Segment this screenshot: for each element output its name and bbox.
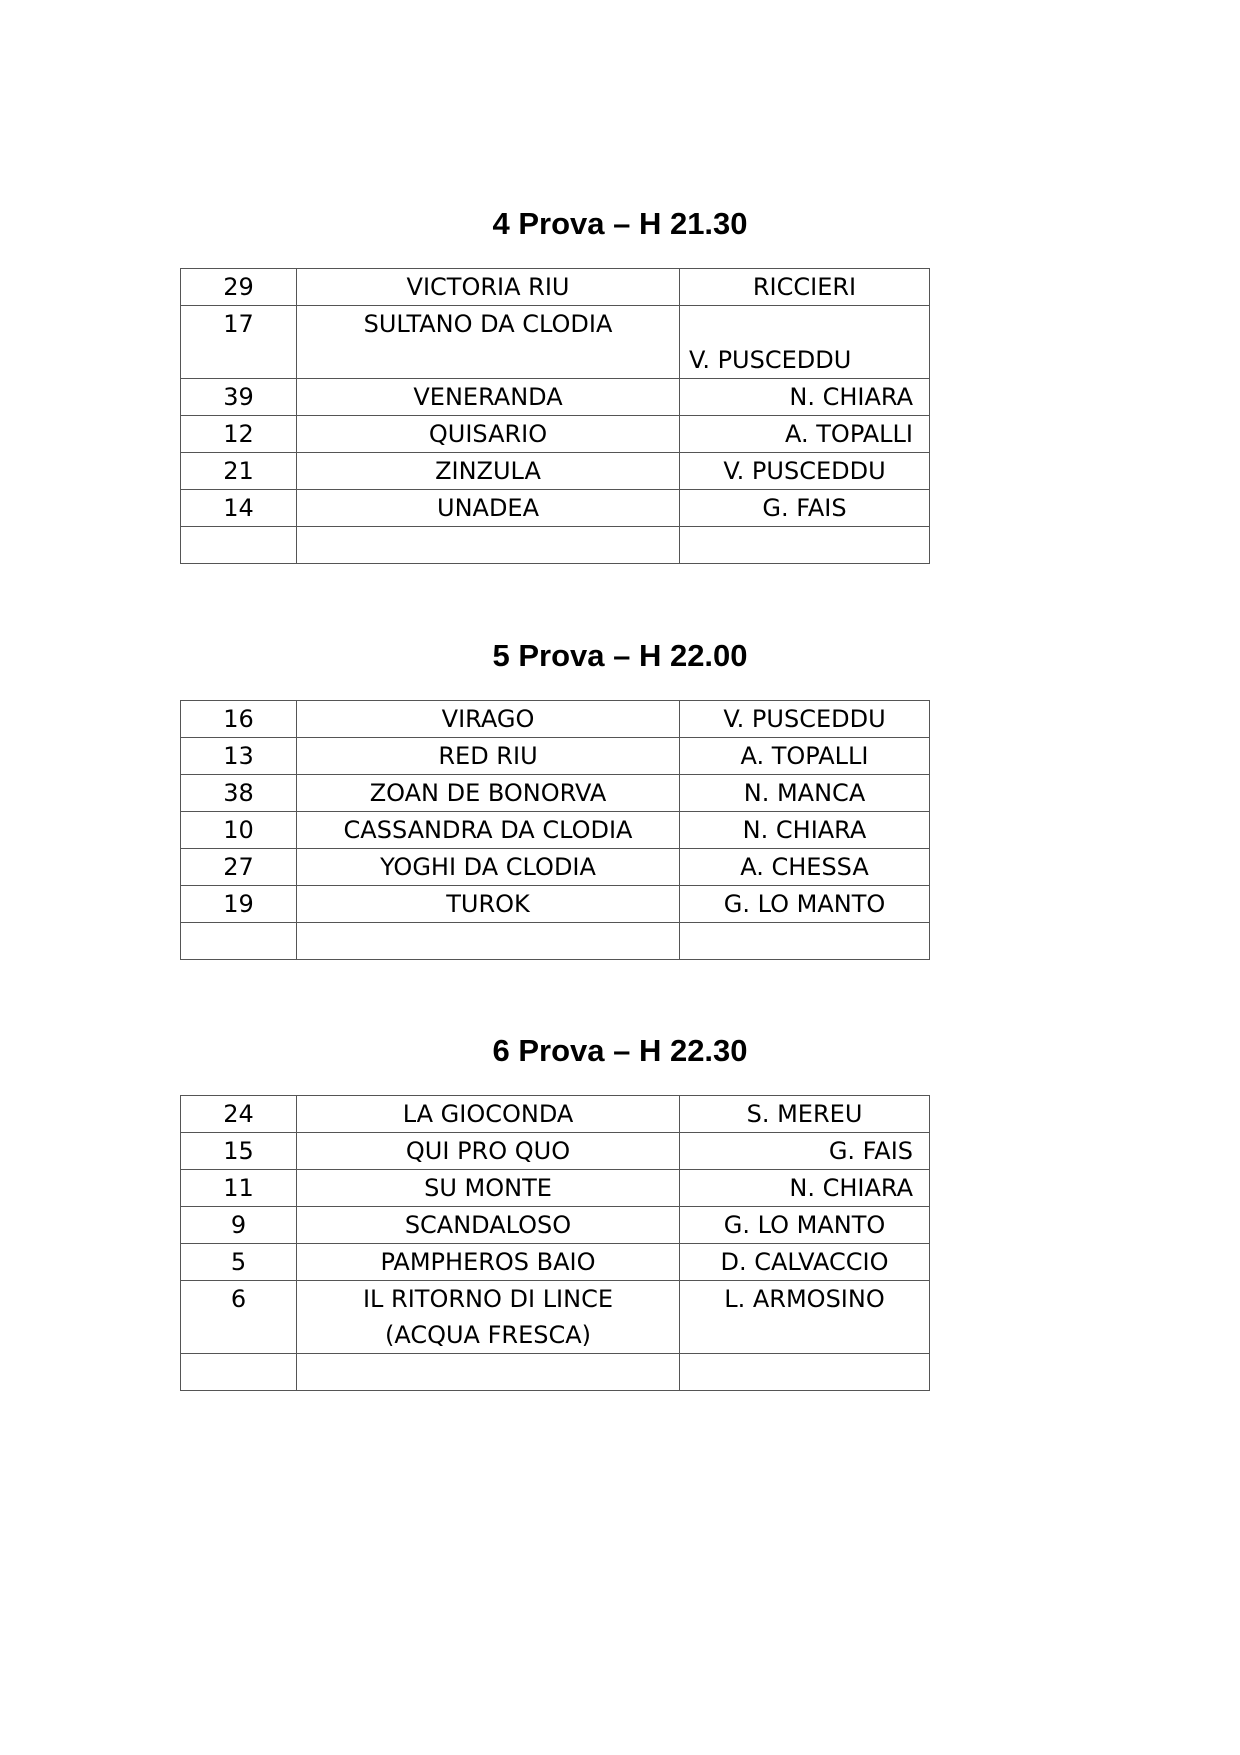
table-row: 13 RED RIU A. TOPALLI [180, 737, 930, 775]
horse-number-cell: 9 [180, 1206, 297, 1244]
driver-name-cell: A. TOPALLI [679, 737, 930, 775]
table-row: 17 SULTANO DA CLODIA V. PUSCEDDU [180, 305, 930, 379]
horse-name-cell: TUROK [296, 885, 680, 923]
table-row: 29 VICTORIA RIU RICCIERI [180, 268, 930, 306]
driver-name-cell: N. CHIARA [679, 1169, 930, 1207]
horse-number-cell [180, 1353, 297, 1391]
driver-name-cell: V. PUSCEDDU [679, 700, 930, 738]
driver-name-cell: N. MANCA [679, 774, 930, 812]
section-title: 5 Prova – H 22.00 [492, 638, 748, 673]
table-row: 6 IL RITORNO DI LINCE (ACQUA FRESCA) L. AR… [180, 1280, 930, 1354]
horse-name-cell: RED RIU [296, 737, 680, 775]
horse-number-cell: 16 [180, 700, 297, 738]
horse-number-cell: 24 [180, 1095, 297, 1133]
table-row: 9 SCANDALOSO G. LO MANTO [180, 1206, 930, 1244]
driver-name-cell [679, 922, 930, 960]
driver-name-cell: D. CALVACCIO [679, 1243, 930, 1281]
table-row: 10 CASSANDRA DA CLODIA N. CHIARA [180, 811, 930, 849]
driver-name-cell: N. CHIARA [679, 378, 930, 416]
horse-name-cell [296, 1353, 680, 1391]
horse-name-cell: QUI PRO QUO [296, 1132, 680, 1170]
horse-name-cell: CASSANDRA DA CLODIA [296, 811, 680, 849]
table-row: 15 QUI PRO QUO G. FAIS [180, 1132, 930, 1170]
horse-number-cell: 21 [180, 452, 297, 490]
table-row: 21 ZINZULA V. PUSCEDDU [180, 452, 930, 490]
table-row: 38 ZOAN DE BONORVA N. MANCA [180, 774, 930, 812]
horse-name-cell [296, 922, 680, 960]
horse-name-cell: ZOAN DE BONORVA [296, 774, 680, 812]
table-row: 27 YOGHI DA CLODIA A. CHESSA [180, 848, 930, 886]
horse-name-cell: PAMPHEROS BAIO [296, 1243, 680, 1281]
horse-number-cell: 10 [180, 811, 297, 849]
horse-number-cell: 17 [180, 305, 297, 379]
horse-number-cell: 12 [180, 415, 297, 453]
driver-name-cell: G. FAIS [679, 489, 930, 527]
race-table: 29 VICTORIA RIU RICCIERI 17 SULTANO DA CLODI… [180, 268, 930, 564]
horse-name-cell: QUISARIO [296, 415, 680, 453]
driver-name-cell: V. PUSCEDDU [679, 305, 930, 379]
driver-name-cell [679, 526, 930, 564]
horse-number-cell: 13 [180, 737, 297, 775]
horse-number-cell [180, 526, 297, 564]
horse-name-cell: ZINZULA [296, 452, 680, 490]
horse-name-cell: YOGHI DA CLODIA [296, 848, 680, 886]
driver-name-cell: V. PUSCEDDU [679, 452, 930, 490]
horse-number-cell [180, 922, 297, 960]
table-row: 24 LA GIOCONDA S. MEREU [180, 1095, 930, 1133]
driver-name-cell: N. CHIARA [679, 811, 930, 849]
horse-number-cell: 11 [180, 1169, 297, 1207]
section-title: 6 Prova – H 22.30 [492, 1033, 748, 1068]
driver-name-cell: A. TOPALLI [679, 415, 930, 453]
table-row [180, 1353, 930, 1391]
horse-name-cell: IL RITORNO DI LINCE (ACQUA FRESCA) [296, 1280, 680, 1354]
driver-name-cell: G. LO MANTO [679, 1206, 930, 1244]
race-table: 24 LA GIOCONDA S. MEREU 15 QUI PRO QUO G. FAI… [180, 1095, 930, 1391]
table-row: 19 TUROK G. LO MANTO [180, 885, 930, 923]
table-row [180, 922, 930, 960]
horse-name-cell: VENERANDA [296, 378, 680, 416]
horse-number-cell: 19 [180, 885, 297, 923]
driver-name-cell: G. LO MANTO [679, 885, 930, 923]
horse-number-cell: 38 [180, 774, 297, 812]
table-row: 16 VIRAGO V. PUSCEDDU [180, 700, 930, 738]
horse-number-cell: 5 [180, 1243, 297, 1281]
horse-name-cell: VIRAGO [296, 700, 680, 738]
horse-name-cell: SULTANO DA CLODIA [296, 305, 680, 379]
horse-number-cell: 39 [180, 378, 297, 416]
horse-name-cell: VICTORIA RIU [296, 268, 680, 306]
driver-name-cell: L. ARMOSINO [679, 1280, 930, 1354]
driver-name-cell: G. FAIS [679, 1132, 930, 1170]
race-table: 16 VIRAGO V. PUSCEDDU 13 RED RIU A. TOPALLI 38… [180, 700, 930, 960]
horse-number-cell: 6 [180, 1280, 297, 1354]
horse-number-cell: 14 [180, 489, 297, 527]
table-row: 39 VENERANDA N. CHIARA [180, 378, 930, 416]
horse-number-cell: 29 [180, 268, 297, 306]
table-row: 5 PAMPHEROS BAIO D. CALVACCIO [180, 1243, 930, 1281]
horse-name-cell: LA GIOCONDA [296, 1095, 680, 1133]
table-row [180, 526, 930, 564]
table-row: 12 QUISARIO A. TOPALLI [180, 415, 930, 453]
horse-number-cell: 15 [180, 1132, 297, 1170]
horse-name-cell: SU MONTE [296, 1169, 680, 1207]
table-row: 14 UNADEA G. FAIS [180, 489, 930, 527]
horse-name-cell: SCANDALOSO [296, 1206, 680, 1244]
driver-name-cell: S. MEREU [679, 1095, 930, 1133]
driver-name-cell [679, 1353, 930, 1391]
horse-name-cell [296, 526, 680, 564]
section-title: 4 Prova – H 21.30 [492, 206, 748, 241]
table-row: 11 SU MONTE N. CHIARA [180, 1169, 930, 1207]
horse-number-cell: 27 [180, 848, 297, 886]
driver-name-cell: RICCIERI [679, 268, 930, 306]
horse-name-cell: UNADEA [296, 489, 680, 527]
driver-name-cell: A. CHESSA [679, 848, 930, 886]
